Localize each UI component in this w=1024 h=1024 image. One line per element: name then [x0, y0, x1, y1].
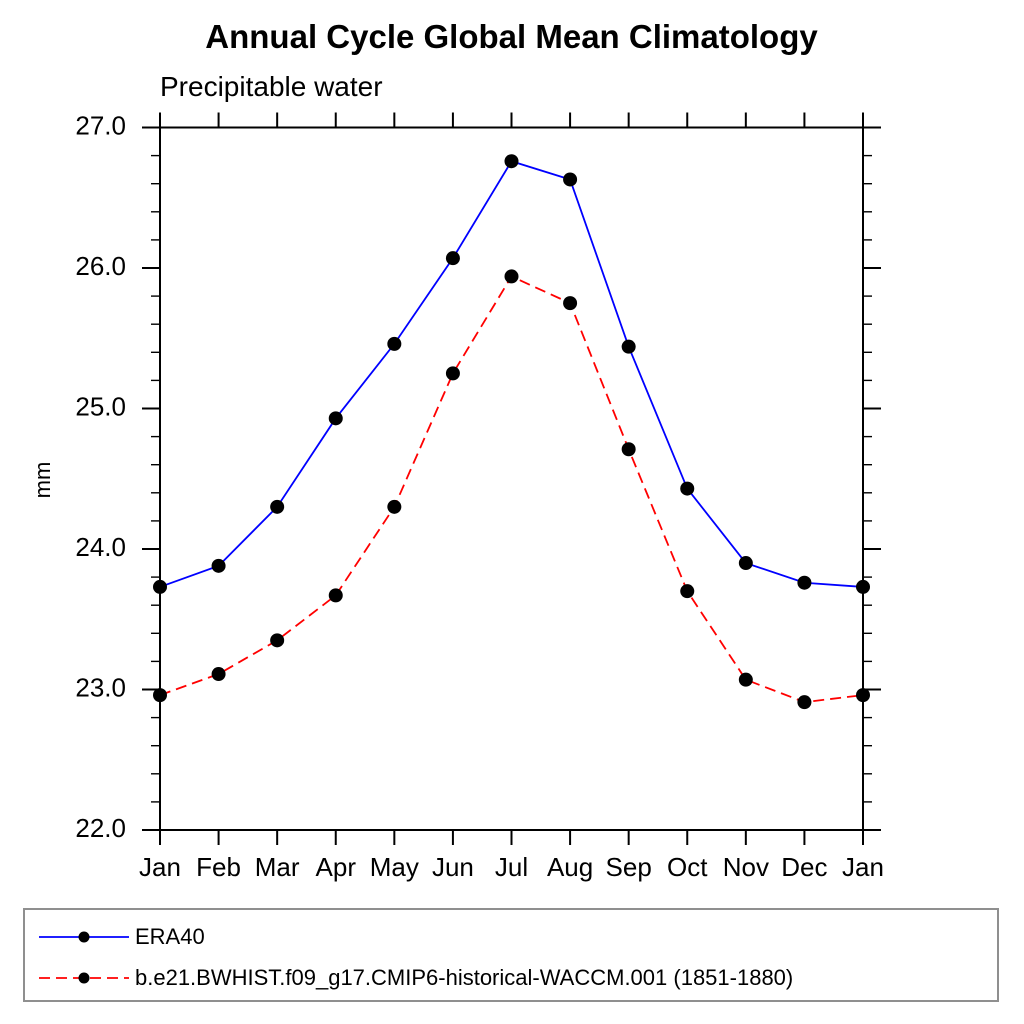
data-point: [504, 154, 519, 169]
x-tick-label: Jan: [842, 852, 884, 882]
legend-label-model: b.e21.BWHIST.f09_g17.CMIP6-historical-WA…: [135, 964, 794, 990]
data-point: [856, 579, 870, 594]
legend: ERA40 b.e21.BWHIST.f09_g17.CMIP6-histori…: [23, 908, 999, 1002]
data-point: [680, 481, 695, 496]
x-tick-label: Jan: [139, 852, 181, 882]
x-tick-label: Jul: [495, 852, 528, 882]
data-point: [387, 336, 402, 351]
series-line-era40: [159, 160, 864, 588]
y-tick-label: 27.0: [75, 110, 126, 140]
data-point: [270, 633, 285, 648]
data-point: [621, 442, 636, 457]
data-point: [211, 558, 226, 573]
series-line-model: [159, 275, 864, 704]
data-point: [328, 411, 343, 426]
legend-line-sample-model: [39, 972, 129, 983]
legend-line-sample-era40: [39, 931, 129, 942]
data-point: [563, 172, 578, 187]
legend-sample-marker: [78, 972, 90, 983]
x-tick-label: Nov: [723, 852, 769, 882]
x-tick-label: Apr: [316, 852, 357, 882]
x-tick-label: Mar: [255, 852, 300, 882]
x-tick-label: Oct: [667, 852, 708, 882]
data-point: [445, 251, 460, 266]
legend-item-model: b.e21.BWHIST.f09_g17.CMIP6-historical-WA…: [39, 957, 997, 998]
y-tick-label: 23.0: [75, 672, 126, 702]
data-point: [738, 556, 753, 571]
legend-item-era40: ERA40: [39, 916, 997, 957]
data-point: [797, 575, 812, 590]
y-tick-label: 24.0: [75, 532, 126, 562]
data-point: [504, 269, 519, 284]
data-point: [621, 339, 636, 354]
chart-title: Annual Cycle Global Mean Climatology: [205, 18, 818, 55]
data-point: [387, 499, 402, 514]
data-point: [738, 672, 753, 687]
data-point: [445, 366, 460, 381]
x-tick-label: Dec: [781, 852, 827, 882]
chart-subtitle: Precipitable water: [160, 71, 383, 102]
x-tick-label: Aug: [547, 852, 593, 882]
data-point: [270, 499, 285, 514]
data-point: [797, 695, 812, 710]
data-point: [211, 667, 226, 682]
data-point: [328, 588, 343, 603]
data-point: [680, 584, 695, 599]
y-tick-label: 26.0: [75, 251, 126, 281]
data-point: [856, 688, 870, 703]
x-tick-label: Feb: [196, 852, 241, 882]
data-point: [153, 688, 167, 703]
y-tick-label: 22.0: [75, 813, 126, 843]
legend-label-era40: ERA40: [135, 923, 205, 949]
y-tick-label: 25.0: [75, 391, 126, 421]
x-tick-label: Jun: [432, 852, 474, 882]
legend-sample-marker: [78, 931, 90, 942]
x-tick-label: May: [370, 852, 419, 882]
plot-frame: [159, 126, 864, 831]
data-point: [153, 579, 167, 594]
x-tick-label: Sep: [606, 852, 652, 882]
data-point: [563, 296, 578, 311]
